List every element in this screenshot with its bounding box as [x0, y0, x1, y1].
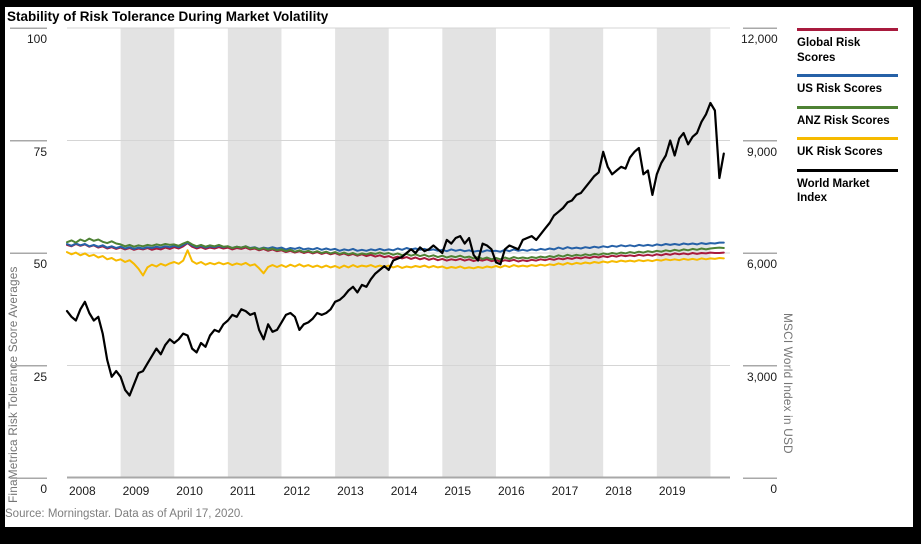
series-line-uk-risk-scores	[66, 249, 725, 277]
legend-label: World Market Index	[797, 177, 870, 205]
x-axis-label-2014: 2014	[390, 484, 418, 498]
series-line-us-risk-scores	[66, 241, 725, 253]
legend-item: Global Risk Scores	[797, 28, 898, 65]
y-left-tick-label: 50	[33, 257, 47, 271]
series-line-global-risk-scores	[66, 242, 725, 263]
legend-item: UK Risk Scores	[797, 137, 898, 160]
legend-swatch-icon	[797, 137, 898, 140]
x-axis-label-2017: 2017	[551, 484, 579, 498]
y-left-tick-label: 25	[33, 369, 47, 384]
legend-label: UK Risk Scores	[797, 146, 883, 158]
x-axis-label-2013: 2013	[337, 484, 364, 498]
x-axis-label-2010: 2010	[176, 484, 203, 498]
y-right-tick-label: 0	[770, 482, 777, 496]
y-right-tick-label: 3,000	[746, 369, 777, 384]
legend-label: Global Risk Scores	[797, 37, 861, 64]
legend-label: US Risk Scores	[797, 83, 883, 95]
legend-swatch-icon	[797, 168, 898, 172]
y-left-tick-label: 100	[26, 32, 47, 46]
legend-swatch-icon	[797, 74, 898, 77]
y-right-tick-label: 9,000	[746, 144, 777, 159]
x-axis-label-2012: 2012	[283, 484, 311, 498]
legend-label: ANZ Risk Scores	[797, 114, 890, 127]
y-left-tick-label: 0	[40, 482, 47, 496]
legend-swatch-icon	[797, 28, 898, 31]
x-axis-label-2008: 2008	[69, 484, 96, 498]
series-line-world-market-index	[65, 101, 725, 397]
chart-title: Stability of Risk Tolerance During Marke…	[7, 9, 329, 24]
y-left-tick-label: 75	[33, 144, 47, 159]
x-axis-label-2011: 2011	[229, 484, 256, 498]
y-right-tick-label: 6,000	[746, 257, 777, 271]
legend-item: World Market Index	[797, 168, 898, 206]
x-axis-label-2009: 2009	[122, 484, 150, 498]
x-axis-label-2016: 2016	[497, 484, 525, 498]
legend-swatch-icon	[797, 105, 898, 109]
series-line-anz-risk-scores	[66, 237, 725, 261]
source-note: Source: Morningstar. Data as of April 17…	[5, 508, 244, 520]
x-axis-label-2019: 2019	[658, 484, 686, 498]
x-axis-label-2015: 2015	[444, 484, 472, 498]
legend-item: US Risk Scores	[797, 74, 898, 97]
x-axis-label-2018: 2018	[605, 484, 632, 498]
legend-item: ANZ Risk Scores	[797, 105, 898, 129]
y-right-tick-label: 12,000	[741, 32, 778, 46]
legend: Global Risk Scores US Risk Scores ANZ Risk…	[797, 28, 898, 215]
